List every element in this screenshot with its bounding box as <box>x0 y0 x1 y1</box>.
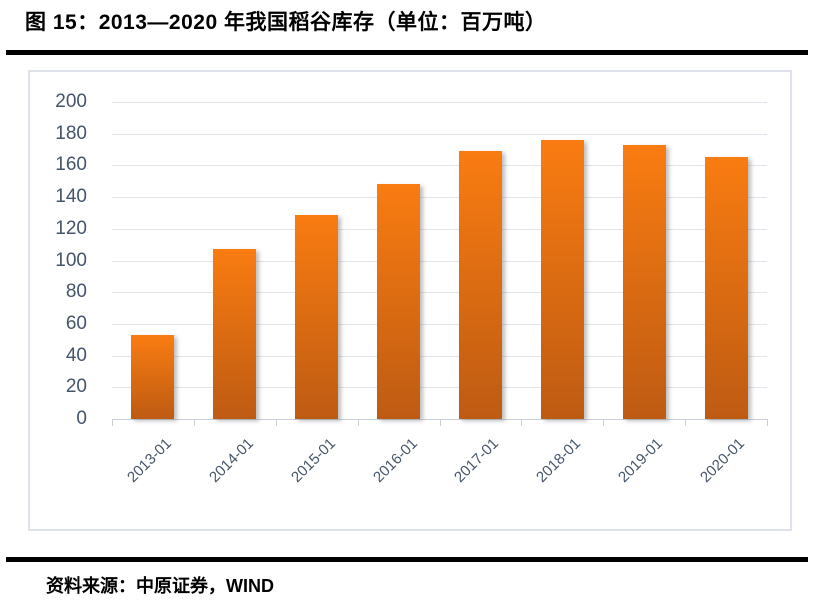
divider-top <box>6 50 808 55</box>
y-axis-label: 180 <box>55 122 87 144</box>
x-axis-tick <box>193 419 195 426</box>
gridline <box>112 323 767 325</box>
x-axis-tick <box>357 419 359 426</box>
x-axis-tick <box>767 419 768 426</box>
gridline <box>112 260 767 262</box>
y-axis-label: 100 <box>55 249 87 271</box>
gridline <box>112 133 767 135</box>
gridline <box>112 228 767 230</box>
x-axis-label: 2018-01 <box>533 435 585 486</box>
gridline <box>112 197 767 199</box>
y-axis-label: 20 <box>65 376 87 398</box>
y-axis-label: 60 <box>65 312 87 334</box>
y-axis-label: 200 <box>55 91 87 112</box>
x-axis-tick <box>521 419 523 426</box>
x-axis-tick <box>603 419 605 426</box>
gridline <box>112 102 767 103</box>
divider-bottom <box>6 557 808 562</box>
bar-2017-01 <box>458 151 502 419</box>
x-axis-tick <box>275 419 277 426</box>
x-axis-tick <box>685 419 687 426</box>
bar-2020-01 <box>704 157 748 419</box>
x-axis-label: 2016-01 <box>369 435 421 486</box>
x-axis-label: 2013-01 <box>124 435 175 486</box>
y-axis-label: 120 <box>55 217 87 239</box>
x-axis-label: 2015-01 <box>287 435 339 486</box>
source-note: 资料来源：中原证券，WIND <box>46 576 274 596</box>
x-axis-label: 2014-01 <box>205 435 257 486</box>
bar-2014-01 <box>213 249 257 419</box>
x-axis-label: 2020-01 <box>697 435 749 486</box>
x-axis-label: 2017-01 <box>451 435 503 486</box>
x-axis-tick <box>112 419 113 426</box>
chart-frame: 0 20 40 60 80 100 120 140 160 180 200 2013-01 2014-0… <box>28 70 792 531</box>
x-axis-tick <box>439 419 441 426</box>
y-axis-label: 40 <box>65 344 87 366</box>
gridline <box>112 355 767 357</box>
bar-2015-01 <box>295 214 339 419</box>
bar-2018-01 <box>540 140 584 419</box>
y-axis-label: 80 <box>65 281 87 303</box>
gridline <box>112 387 767 389</box>
gridline <box>112 165 767 167</box>
y-axis-label: 140 <box>55 186 87 208</box>
bar-2016-01 <box>377 184 421 419</box>
figure-title: 图 15：2013—2020 年我国稻谷库存（单位：百万吨） <box>25 11 547 34</box>
y-axis-label: 160 <box>55 154 87 176</box>
x-axis-label: 2019-01 <box>615 435 667 486</box>
y-axis-label: 0 <box>76 408 87 429</box>
bar-2019-01 <box>622 144 666 419</box>
bar-2013-01 <box>131 334 175 419</box>
gridline <box>112 292 767 294</box>
